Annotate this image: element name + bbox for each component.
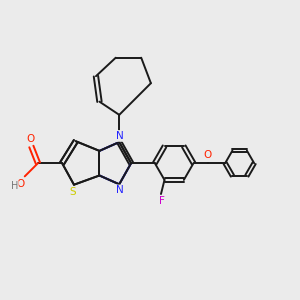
- Text: H: H: [11, 181, 18, 191]
- Text: O: O: [16, 179, 25, 189]
- Text: O: O: [26, 134, 34, 144]
- Text: F: F: [159, 196, 165, 206]
- Text: S: S: [70, 187, 76, 197]
- Text: N: N: [116, 185, 124, 195]
- Text: N: N: [116, 131, 124, 141]
- Text: O: O: [203, 150, 212, 160]
